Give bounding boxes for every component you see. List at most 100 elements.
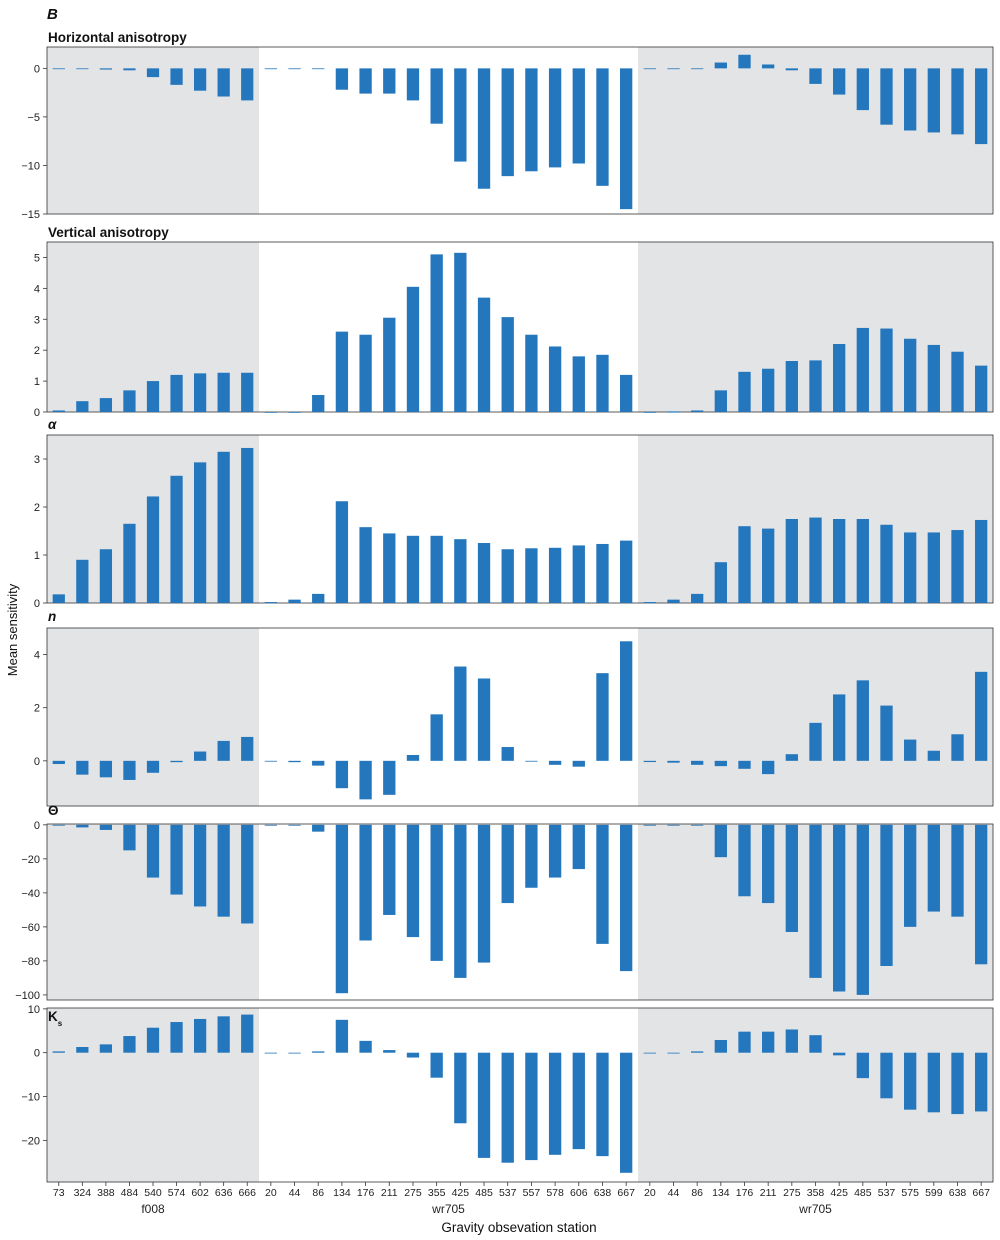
bar (904, 739, 917, 761)
bar (217, 1016, 230, 1053)
bar (833, 344, 846, 412)
bar (572, 760, 585, 767)
bar (904, 532, 917, 603)
bar (430, 1052, 443, 1078)
bar (904, 68, 917, 131)
bar (856, 1052, 869, 1079)
bar (667, 824, 680, 826)
bar (335, 501, 349, 603)
plot-frame (46, 434, 994, 604)
bar (359, 1040, 372, 1053)
x-tick-label: 20 (644, 1187, 656, 1199)
bar (785, 1029, 798, 1053)
bar (785, 519, 798, 603)
bar (288, 412, 301, 413)
bar (383, 1050, 396, 1053)
bar (714, 1039, 727, 1053)
bar (335, 331, 349, 412)
bar (146, 760, 160, 773)
y-tick-label: 1 (34, 550, 40, 562)
bar (288, 68, 301, 70)
bar (217, 451, 230, 603)
bar (619, 374, 633, 412)
panel-letter: B (47, 6, 58, 23)
panel-title: α (48, 417, 57, 432)
bar (691, 68, 704, 70)
bar (477, 1052, 491, 1158)
bar (548, 760, 562, 765)
bar (809, 517, 822, 603)
bar (643, 1052, 656, 1054)
bar (975, 1052, 988, 1112)
y-tick-label: 10 (28, 1004, 40, 1016)
bar (217, 68, 230, 97)
x-tick-label: 638 (949, 1187, 967, 1199)
bar (406, 68, 420, 101)
bar (76, 68, 89, 70)
y-tick-label: −100 (15, 990, 40, 1002)
bar (975, 365, 988, 412)
bar (951, 68, 964, 135)
bar (477, 68, 491, 189)
x-tick-label: 176 (357, 1187, 375, 1199)
station-label: wr705 (431, 1202, 465, 1216)
x-tick-label: 134 (333, 1187, 351, 1199)
bar (738, 760, 751, 769)
bar (430, 254, 443, 412)
bar (99, 824, 113, 830)
bar (643, 412, 656, 413)
bar (170, 374, 183, 412)
x-tick-label: 425 (452, 1187, 470, 1199)
bar (264, 412, 278, 413)
bar (430, 535, 443, 603)
bar (809, 68, 822, 84)
panel-title: n (48, 609, 56, 624)
bar (76, 760, 89, 775)
bar (856, 68, 869, 111)
x-tick-label: 44 (668, 1187, 680, 1199)
bar (691, 593, 704, 603)
y-tick-label: −15 (21, 209, 40, 221)
bar (477, 543, 491, 603)
bar (833, 824, 846, 992)
bar (193, 751, 207, 761)
bar (596, 1052, 609, 1157)
y-tick-label: −20 (21, 1135, 40, 1147)
y-axis-label: Mean sensitivity (5, 583, 20, 676)
bar (762, 528, 775, 603)
y-tick-label: −10 (21, 160, 40, 172)
bar (856, 680, 869, 761)
x-tick-label: 358 (807, 1187, 825, 1199)
bar (833, 68, 846, 95)
bar (454, 1052, 467, 1124)
x-tick-label: 667 (617, 1187, 635, 1199)
bar (123, 824, 136, 851)
x-tick-label: 388 (97, 1187, 115, 1199)
bar (643, 824, 656, 826)
bar (596, 673, 609, 761)
bar (217, 740, 230, 761)
bar (762, 368, 775, 412)
bar (193, 373, 207, 412)
bar (359, 334, 372, 412)
bar (643, 602, 656, 604)
bar (501, 549, 514, 603)
bar (785, 68, 798, 71)
bar (572, 1052, 585, 1150)
bar (572, 68, 585, 164)
bar (619, 641, 633, 761)
bar (477, 678, 491, 761)
bar (572, 356, 585, 412)
bar (833, 519, 846, 603)
x-tick-label: 275 (783, 1187, 801, 1199)
x-tick-label: 574 (168, 1187, 186, 1199)
bar (241, 824, 254, 924)
bar (785, 361, 798, 412)
bar (430, 714, 443, 761)
bar (430, 68, 443, 124)
bar (548, 824, 562, 878)
x-tick-label: 275 (404, 1187, 422, 1199)
bar (99, 398, 113, 412)
bar (643, 760, 656, 763)
y-tick-label: 0 (34, 63, 40, 75)
